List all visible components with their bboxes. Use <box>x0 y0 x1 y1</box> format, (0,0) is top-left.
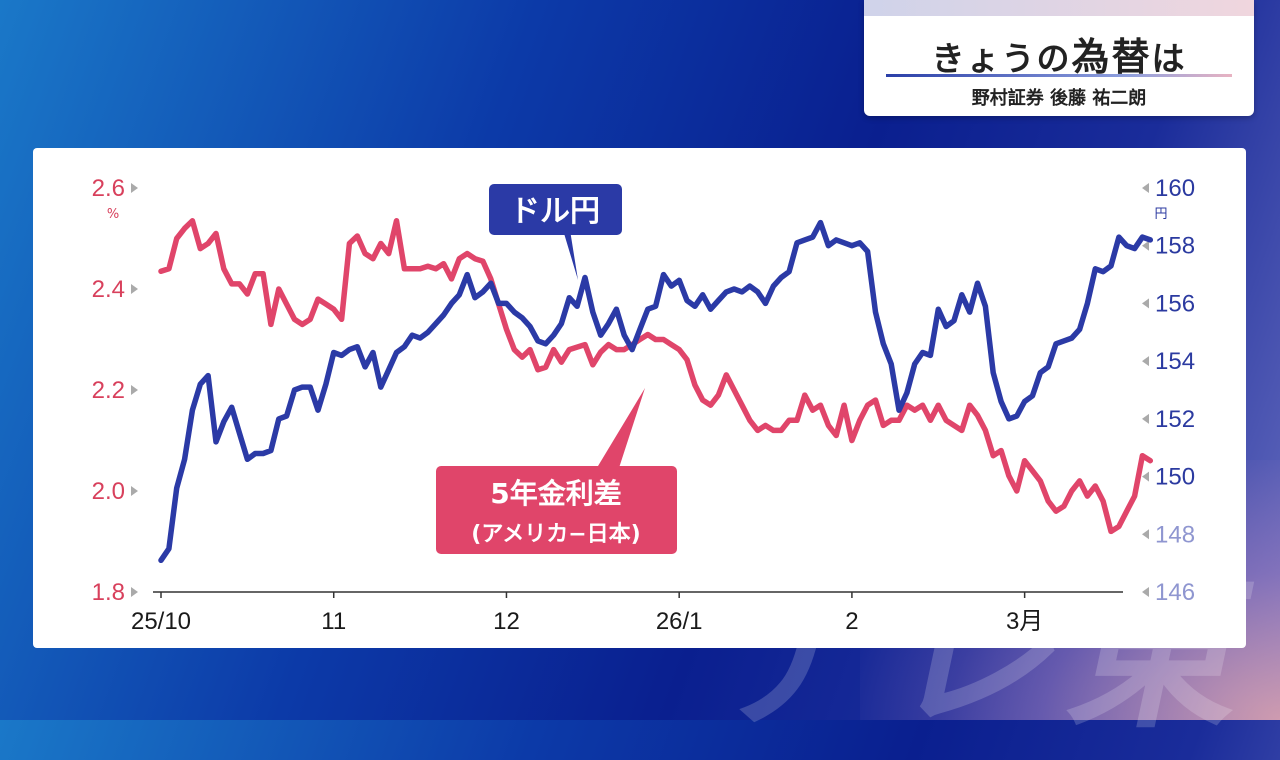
y-left-tick-marker <box>131 183 138 193</box>
annotation-layer: ドル円 5年金利差 (アメリカ−日本) <box>436 184 677 554</box>
y-right-tick-marker <box>1142 413 1149 424</box>
y-right-tick-label: 154 <box>1155 348 1195 375</box>
y-right-tick-label: 150 <box>1155 464 1195 491</box>
rate-diff-callout-box <box>436 466 677 554</box>
y-right-tick-marker <box>1142 471 1149 482</box>
y-right-tick-label: 148 <box>1155 521 1195 548</box>
series-layer <box>158 218 1154 564</box>
page-title: きょうの為替は <box>864 26 1254 81</box>
y-right-tick-label: 160 <box>1155 175 1195 202</box>
title-card: きょうの為替は 野村証券 後藤 祐二朗 <box>864 0 1254 116</box>
y-right-tick-label: 146 <box>1155 579 1195 606</box>
chart-panel: 2.6 2.4 2.2 2.0 1.8% 160 158 156 154 152 150 148 146… <box>33 148 1246 648</box>
axes-layer: 2.6 2.4 2.2 2.0 1.8% 160 158 156 154 152 150 148 146… <box>92 175 1195 635</box>
y-right-tick-label: 158 <box>1155 233 1195 260</box>
chart-svg: 2.6 2.4 2.2 2.0 1.8% 160 158 156 154 152 150 148 146… <box>92 175 1195 635</box>
title-prefix: きょうの <box>931 39 1072 78</box>
analyst-credit: 野村証券 後藤 祐二朗 <box>971 88 1147 109</box>
rate-diff-line <box>158 218 1154 535</box>
x-tick-label: 2 <box>845 608 858 635</box>
y-right-tick-marker <box>1142 587 1149 597</box>
rate-diff-callout-pointer <box>595 388 645 471</box>
y-right-unit: 円 <box>1154 207 1167 222</box>
title-emphasis: 為替 <box>1071 35 1152 79</box>
usdjpy-callout-pointer <box>551 230 578 280</box>
y-left-tick-label: 2.4 <box>92 276 125 303</box>
x-tick-label: 11 <box>321 608 346 635</box>
title-card-accent <box>864 0 1254 16</box>
y-left-tick-label: 2.0 <box>92 478 125 505</box>
y-left-tick-marker <box>131 486 138 496</box>
y-right-tick-marker <box>1142 240 1149 251</box>
rate-diff-callout-label: 5年金利差 <box>490 477 621 510</box>
y-left-tick-marker <box>131 587 138 597</box>
x-tick-label: 26/1 <box>656 608 703 635</box>
y-right-tick-label: 156 <box>1155 290 1195 317</box>
y-left-tick-label: 1.8 <box>92 579 125 606</box>
y-left-tick-marker <box>131 385 138 395</box>
y-left-unit: % <box>107 207 119 222</box>
y-left-tick-marker <box>131 284 138 294</box>
usdjpy-callout-box <box>489 184 622 235</box>
rate-diff-callout-sublabel: (アメリカ−日本) <box>471 522 640 547</box>
title-suffix: は <box>1151 39 1187 78</box>
x-tick-label: 25/10 <box>131 608 191 635</box>
y-left-tick-label: 2.6 <box>92 175 125 202</box>
y-left-tick-label: 2.2 <box>92 377 125 404</box>
usdjpy-callout-label: ドル円 <box>510 194 600 229</box>
x-tick-label: 12 <box>493 608 520 635</box>
y-right-tick-marker <box>1142 356 1149 367</box>
y-right-tick-marker <box>1142 529 1149 540</box>
x-tick-label: 3月 <box>1006 608 1043 635</box>
y-right-tick-label: 152 <box>1155 406 1195 433</box>
y-right-tick-marker <box>1142 298 1149 309</box>
title-divider <box>886 74 1232 77</box>
usdjpy-line <box>158 219 1154 564</box>
y-right-tick-marker <box>1142 183 1149 193</box>
